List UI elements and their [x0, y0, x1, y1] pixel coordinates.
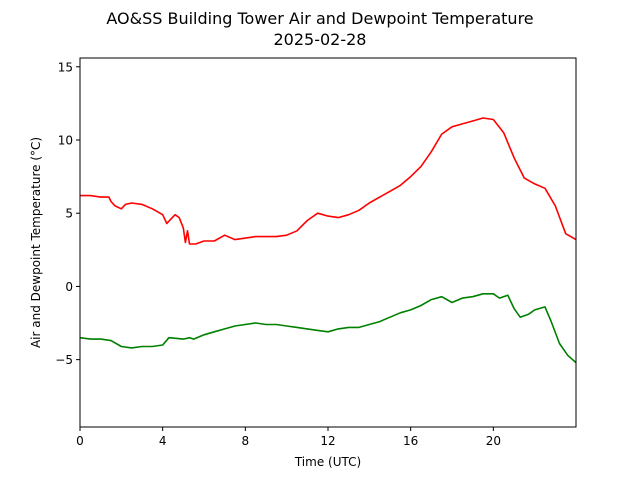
y-tick-label: 5	[65, 207, 73, 221]
chart-title: AO&SS Building Tower Air and Dewpoint Te…	[106, 9, 533, 28]
x-tick-label: 8	[242, 434, 250, 448]
y-tick-label: 10	[58, 134, 73, 148]
y-tick-label: 15	[58, 60, 73, 74]
y-axis-ticks: −5 0 5 10 15	[55, 60, 80, 367]
x-tick-label: 12	[320, 434, 335, 448]
plot-frame	[79, 57, 577, 428]
x-axis-ticks: 0 4 8 12 16 20	[76, 427, 501, 448]
x-tick-label: 0	[76, 434, 84, 448]
y-axis-label: Air and Dewpoint Temperature (°C)	[29, 137, 43, 348]
series-line-1	[79, 292, 577, 364]
series-line-0	[80, 117, 577, 245]
chart-subtitle: 2025-02-28	[274, 30, 367, 49]
x-tick-label: 16	[403, 434, 418, 448]
x-axis-label: Time (UTC)	[294, 455, 361, 469]
y-tick-label: −5	[55, 353, 73, 367]
x-tick-label: 4	[159, 434, 167, 448]
y-tick-label: 0	[65, 280, 73, 294]
x-tick-label: 20	[486, 434, 501, 448]
plot-lines	[79, 117, 577, 364]
